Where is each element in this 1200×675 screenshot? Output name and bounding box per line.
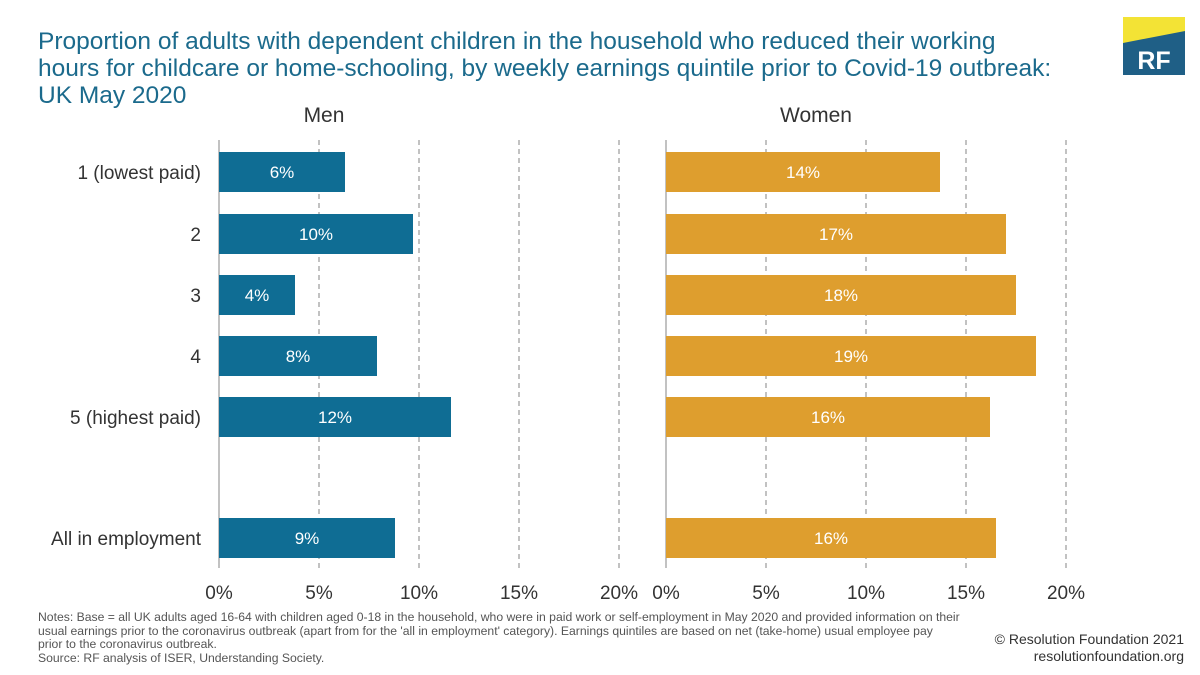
x-tick-label: 20% (1047, 583, 1085, 604)
data-label: 16% (814, 529, 848, 548)
bar (666, 518, 996, 558)
bar (219, 214, 413, 254)
credit: © Resolution Foundation 2021 resolutionf… (995, 631, 1184, 665)
source-line: Source: RF analysis of ISER, Understandi… (38, 650, 325, 665)
bar (666, 336, 1036, 376)
title-line: hours for childcare or home-schooling, b… (38, 55, 1052, 82)
data-label: 12% (318, 408, 352, 427)
x-tick-label: 15% (947, 583, 985, 604)
x-tick-label: 5% (305, 583, 333, 604)
data-label: 14% (786, 163, 820, 182)
bar (219, 518, 395, 558)
website: resolutionfoundation.org (1033, 648, 1184, 664)
x-tick-label: 10% (847, 583, 885, 604)
category-label: 4 (190, 347, 201, 368)
title-line: Proportion of adults with dependent chil… (38, 28, 996, 55)
panel-title: Women (780, 104, 852, 127)
data-label: 6% (270, 163, 295, 182)
data-label: 9% (295, 529, 320, 548)
x-tick-label: 5% (752, 583, 780, 604)
notes: Notes: Base = all UK adults aged 16-64 w… (38, 610, 988, 665)
data-label: 18% (824, 286, 858, 305)
data-label: 4% (245, 286, 270, 305)
panel-title: Men (304, 104, 345, 127)
bar (219, 336, 377, 376)
x-tick-label: 20% (600, 583, 638, 604)
copyright: © Resolution Foundation 2021 (994, 631, 1184, 647)
bar (666, 152, 940, 192)
bar (666, 275, 1016, 315)
bar (219, 275, 295, 315)
x-tick-label: 15% (500, 583, 538, 604)
notes-line: Notes: Base = all UK adults aged 16-64 w… (38, 610, 960, 624)
category-label: 1 (lowest paid) (77, 163, 201, 184)
data-label: 19% (834, 347, 868, 366)
category-label: 2 (190, 225, 201, 246)
rf-logo: RF (1123, 17, 1185, 75)
logo-text: RF (1137, 47, 1170, 75)
data-label: 8% (286, 347, 311, 366)
bar (666, 214, 1006, 254)
bar (666, 397, 990, 437)
data-label: 16% (811, 408, 845, 427)
x-tick-label: 10% (400, 583, 438, 604)
chart-title: Proportion of adults with dependent chil… (38, 28, 1098, 109)
data-label: 17% (819, 225, 853, 244)
x-tick-label: 0% (652, 583, 680, 604)
category-label: 3 (190, 286, 201, 307)
category-label: 5 (highest paid) (70, 408, 201, 429)
category-label: All in employment (51, 529, 202, 550)
bar-chart: 0% 5% 10% 15% 20% Men 6% 10% 4% 8% 12% 9% 0% 5% 10% 15%… (51, 104, 1085, 604)
bar (219, 152, 345, 192)
data-label: 10% (299, 225, 333, 244)
x-tick-label: 0% (205, 583, 233, 604)
notes-line: prior to the coronavirus outbreak. (38, 637, 217, 652)
title-line: UK May 2020 (38, 82, 187, 109)
notes-line: usual earnings prior to the coronavirus … (38, 623, 933, 638)
bar (219, 397, 451, 437)
